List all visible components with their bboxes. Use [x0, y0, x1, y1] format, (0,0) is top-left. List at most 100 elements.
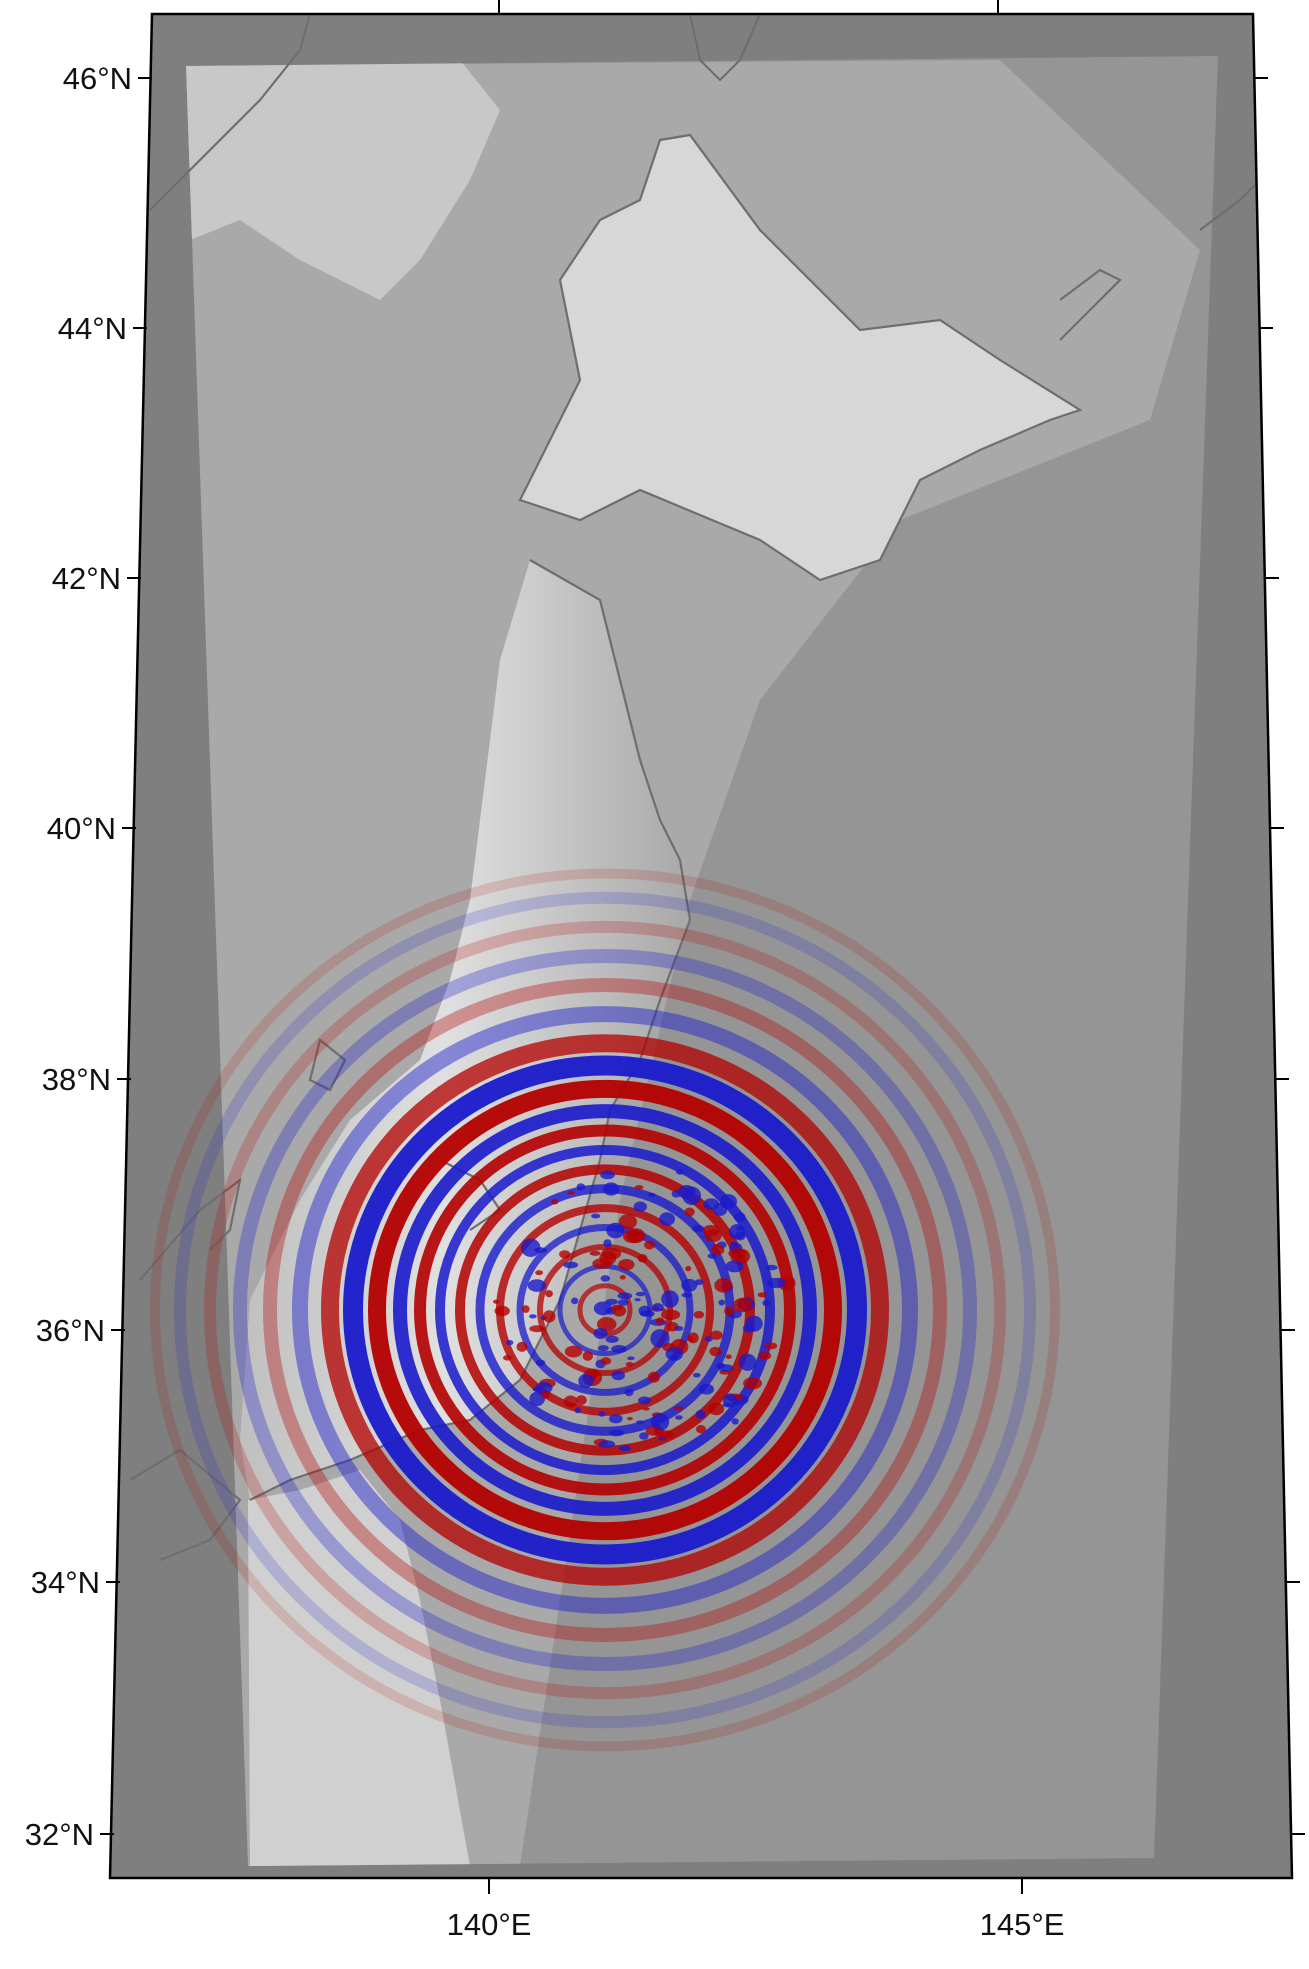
wavefield-speckle	[567, 1191, 574, 1195]
wavefield-speckle	[545, 1290, 553, 1297]
wavefield-speckle	[619, 1445, 631, 1451]
wavefield-speckle	[577, 1183, 586, 1190]
wavefield-speckle	[599, 1440, 616, 1448]
wavefield-speckle	[714, 1278, 732, 1293]
wavefield-speckle	[609, 1430, 624, 1437]
wavefield-speckle	[676, 1169, 684, 1174]
wavefield-speckle	[758, 1292, 767, 1297]
wavefield-speckle	[708, 1403, 724, 1416]
wavefield-speckle	[612, 1305, 626, 1316]
wavefield-speckle	[635, 1298, 641, 1301]
wavefield-speckle	[542, 1391, 550, 1398]
wavefield-speckle	[639, 1306, 651, 1316]
wavefield-speckle	[709, 1347, 721, 1357]
wavefield-speckle	[533, 1387, 541, 1392]
wavefield-speckle	[759, 1351, 771, 1360]
wavefield-speckle	[598, 1411, 605, 1416]
wavefield-speckle	[626, 1362, 634, 1367]
wavefield-speckle	[693, 1373, 701, 1378]
wavefield-speckle	[652, 1303, 664, 1312]
wavefield-speckle	[564, 1396, 578, 1408]
wavefield-speckle	[598, 1345, 609, 1351]
wavefield-speckle	[601, 1248, 621, 1260]
wavefield-speckle	[618, 1259, 634, 1270]
wavefield-speckle	[583, 1351, 593, 1361]
wavefield-speckle	[535, 1270, 543, 1275]
wavefield-speckle	[529, 1314, 537, 1318]
wavefield-speckle	[646, 1426, 661, 1435]
wavefield-speckle	[609, 1414, 623, 1423]
longitude-label: 145°E	[980, 1907, 1065, 1942]
wavefield-speckle	[606, 1223, 624, 1239]
wavefield-speckle	[636, 1420, 644, 1423]
latitude-label: 46°N	[63, 61, 132, 96]
wavefield-speckle	[618, 1292, 633, 1299]
wavefield-speckle	[506, 1340, 513, 1345]
wavefield-speckle	[529, 1325, 544, 1332]
wavefield-speckle	[536, 1360, 546, 1366]
wavefield-speckle	[638, 1254, 648, 1262]
wavefield-speckle	[601, 1275, 611, 1282]
wavefield-speckle	[685, 1266, 691, 1271]
latitude-label: 42°N	[52, 561, 121, 596]
wavefield-speckle	[682, 1187, 701, 1205]
wavefield-speckle	[603, 1239, 611, 1247]
longitude-labels: 140°E 145°E	[447, 1907, 1065, 1942]
wavefield-speckle	[696, 1410, 706, 1419]
wavefield-speckle	[563, 1262, 578, 1269]
wavefield-speckle	[767, 1278, 786, 1288]
wavefield-speckle	[600, 1171, 615, 1180]
wavefield-speckle	[728, 1248, 746, 1258]
wavefield-speckle	[606, 1299, 618, 1305]
wavefield-speckle	[517, 1342, 528, 1352]
wavefield-speckle	[703, 1198, 719, 1210]
wavefield-speckle	[713, 1244, 720, 1247]
wavefield-speckle	[743, 1377, 762, 1389]
wavefield-speckle	[732, 1418, 739, 1424]
wavefield-speckle	[591, 1214, 600, 1219]
wavefield-speckle	[675, 1326, 684, 1331]
wavefield-speckle	[606, 1336, 619, 1343]
wavefield-speckle	[623, 1230, 643, 1244]
wavefield-speckle	[644, 1241, 655, 1250]
wavefield-speckle	[705, 1336, 713, 1342]
wavefield-speckle	[661, 1290, 679, 1307]
wavefield-speckle	[503, 1355, 512, 1361]
latitude-label: 44°N	[58, 311, 127, 346]
wavefield-speckle	[734, 1212, 745, 1222]
wavefield-speckle	[601, 1357, 612, 1365]
wavefield-speckle	[634, 1202, 647, 1212]
wavefield-speckle	[521, 1239, 541, 1257]
wavefield-speckle	[635, 1185, 644, 1189]
wavefield-speckle	[661, 1310, 680, 1320]
latitude-label: 40°N	[47, 811, 116, 846]
wavefield-speckle	[648, 1372, 660, 1383]
wavefield-speckle	[618, 1299, 629, 1305]
wavefield-speckle	[612, 1371, 625, 1381]
latitude-label: 38°N	[42, 1062, 111, 1097]
wavefield-speckle	[704, 1229, 721, 1242]
wavefield-speckle	[762, 1300, 770, 1307]
wavefield-speckle	[717, 1364, 734, 1371]
wavefield-speckle	[699, 1384, 714, 1395]
wavefield-speckle	[724, 1306, 734, 1315]
wavefield-speckle	[565, 1346, 582, 1358]
latitude-label: 34°N	[31, 1565, 100, 1600]
wavefield-speckle	[522, 1305, 530, 1313]
wavefield-speckle	[766, 1265, 778, 1270]
wavefield-speckle	[733, 1298, 752, 1312]
wavefield-speckle	[559, 1250, 570, 1258]
wavefield-speckle	[720, 1194, 737, 1209]
wavefield-speckle	[682, 1293, 693, 1298]
wavefield-speckle	[611, 1345, 627, 1353]
wavefield-speckle	[603, 1182, 619, 1195]
wavefield-speckle	[590, 1251, 601, 1256]
wavefield-speckle	[675, 1415, 683, 1420]
wavefield-speckle	[718, 1300, 725, 1306]
wavefield-speckle	[659, 1212, 675, 1226]
wavefield-speckle	[592, 1258, 611, 1269]
wavefield-speckle	[648, 1193, 656, 1197]
wavefield-speckle	[571, 1298, 578, 1305]
wavefield-speckle	[685, 1208, 695, 1217]
